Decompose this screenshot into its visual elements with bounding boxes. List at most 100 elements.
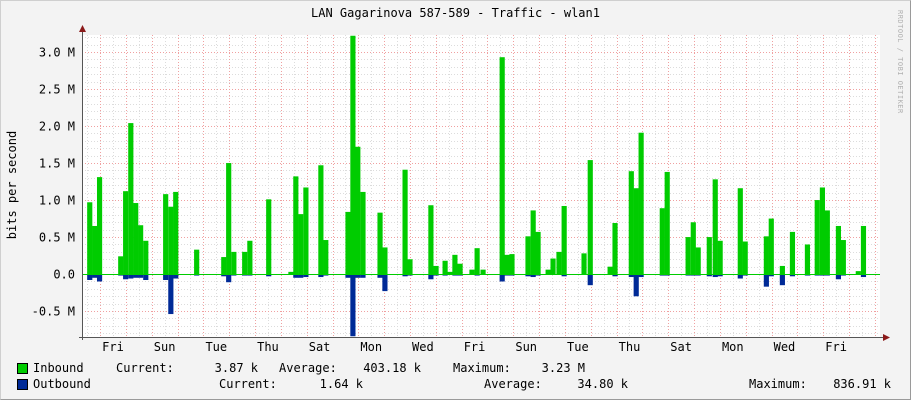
inbound-bar bbox=[433, 265, 439, 275]
inbound-bar bbox=[695, 247, 701, 275]
inbound-legend-swatch bbox=[17, 363, 28, 374]
inbound-bar bbox=[128, 123, 134, 275]
outbound-bar bbox=[428, 274, 434, 280]
inbound-bar bbox=[123, 191, 129, 275]
inbound-bar bbox=[480, 269, 486, 275]
y-tick-label: 1.5 M bbox=[39, 157, 75, 171]
x-tick-label: Sun bbox=[515, 340, 537, 354]
inbound-bar bbox=[173, 191, 179, 275]
x-tick-label: Tue bbox=[205, 340, 227, 354]
y-axis-arrow-icon bbox=[79, 25, 86, 32]
outbound-bar bbox=[382, 274, 388, 292]
x-tick-label: Sat bbox=[309, 340, 331, 354]
outbound-bar bbox=[789, 274, 796, 277]
outbound-bar bbox=[96, 274, 103, 282]
outbound-bar bbox=[779, 274, 785, 286]
outbound-bar bbox=[123, 274, 129, 280]
inbound-bar bbox=[814, 200, 820, 275]
outbound-bar bbox=[763, 274, 769, 287]
inbound-bar bbox=[133, 203, 139, 275]
outbound-legend-swatch bbox=[17, 379, 28, 390]
inbound-bar bbox=[860, 225, 867, 275]
outbound-legend-label: Outbound bbox=[33, 377, 91, 391]
outbound-bar bbox=[402, 274, 408, 277]
inbound-bar bbox=[855, 271, 861, 275]
outbound-bar bbox=[143, 274, 149, 281]
outbound-bar bbox=[628, 274, 634, 278]
inbound-bar bbox=[685, 237, 691, 275]
x-tick-label: Mon bbox=[360, 340, 382, 354]
inbound-bar bbox=[303, 187, 309, 275]
inbound-bar bbox=[231, 251, 237, 275]
outbound-bar bbox=[835, 274, 842, 280]
inbound-bar bbox=[690, 222, 696, 275]
inbound-bar bbox=[742, 241, 748, 275]
x-tick-label: Fri bbox=[464, 340, 486, 354]
outbound-bar bbox=[318, 274, 324, 278]
inbound-bar bbox=[382, 247, 388, 275]
inbound-bar bbox=[226, 163, 232, 275]
outbound-bar bbox=[355, 274, 361, 278]
inbound-bar bbox=[550, 258, 556, 275]
outbound-bar bbox=[360, 274, 366, 278]
inbound-average-value: 403.18 k bbox=[363, 361, 421, 375]
outbound-bar bbox=[712, 274, 718, 278]
inbound-legend-label: Inbound bbox=[33, 361, 84, 375]
outbound-bar bbox=[717, 274, 723, 277]
outbound-current-label: Current: bbox=[219, 377, 277, 391]
outbound-bar bbox=[303, 274, 309, 278]
inbound-bar bbox=[118, 256, 124, 275]
outbound-bar bbox=[706, 274, 712, 277]
outbound-bar bbox=[499, 274, 505, 282]
inbound-current-label: Current: bbox=[116, 361, 174, 375]
inbound-bar bbox=[612, 223, 618, 275]
inbound-bar bbox=[607, 266, 613, 275]
inbound-bar bbox=[87, 202, 93, 275]
inbound-maximum-value: 3.23 M bbox=[541, 361, 585, 375]
inbound-bar bbox=[763, 236, 769, 275]
inbound-bar bbox=[293, 176, 299, 275]
inbound-bar bbox=[638, 132, 644, 275]
outbound-maximum-label: Maximum: bbox=[749, 377, 807, 391]
inbound-bar bbox=[428, 205, 434, 275]
inbound-bar bbox=[318, 165, 324, 275]
rrdtool-watermark: RRDTOOL / TOBI OETIKER bbox=[896, 10, 904, 114]
inbound-bar bbox=[525, 236, 531, 275]
inbound-bar bbox=[789, 231, 796, 275]
inbound-maximum-label: Maximum: bbox=[453, 361, 511, 375]
inbound-bar bbox=[712, 179, 718, 275]
x-tick-label: Wed bbox=[774, 340, 796, 354]
outbound-bar bbox=[221, 274, 227, 277]
inbound-bar bbox=[288, 271, 294, 275]
inbound-bar bbox=[824, 210, 830, 275]
outbound-current-value: 1.64 k bbox=[319, 377, 363, 391]
inbound-bar bbox=[355, 146, 361, 275]
inbound-bar bbox=[768, 218, 774, 275]
inbound-bar bbox=[804, 244, 811, 275]
inbound-bar bbox=[561, 205, 567, 275]
outbound-average-label: Average: bbox=[484, 377, 542, 391]
outbound-bar bbox=[298, 274, 304, 278]
inbound-bar bbox=[221, 257, 227, 275]
inbound-bar bbox=[499, 57, 505, 275]
inbound-bar bbox=[345, 211, 351, 275]
outbound-bar bbox=[266, 274, 272, 277]
outbound-bar bbox=[561, 274, 567, 277]
chart-title: LAN Gagarinova 587-589 - Traffic - wlan1 bbox=[311, 6, 600, 20]
y-tick-label: -0.5 M bbox=[32, 305, 75, 319]
inbound-bar bbox=[323, 240, 329, 275]
inbound-bar bbox=[835, 225, 842, 275]
inbound-bar bbox=[350, 35, 356, 275]
outbound-bar bbox=[633, 274, 639, 297]
inbound-bar bbox=[402, 169, 408, 275]
outbound-bar bbox=[860, 274, 867, 278]
inbound-bar bbox=[717, 240, 723, 275]
inbound-bar bbox=[407, 259, 413, 275]
inbound-bar bbox=[447, 271, 453, 275]
inbound-bar bbox=[509, 254, 515, 275]
outbound-bar bbox=[768, 274, 774, 277]
inbound-bar bbox=[442, 260, 448, 275]
inbound-bar bbox=[530, 210, 536, 275]
inbound-bar bbox=[266, 199, 272, 275]
y-tick-label: 2.5 M bbox=[39, 83, 75, 97]
